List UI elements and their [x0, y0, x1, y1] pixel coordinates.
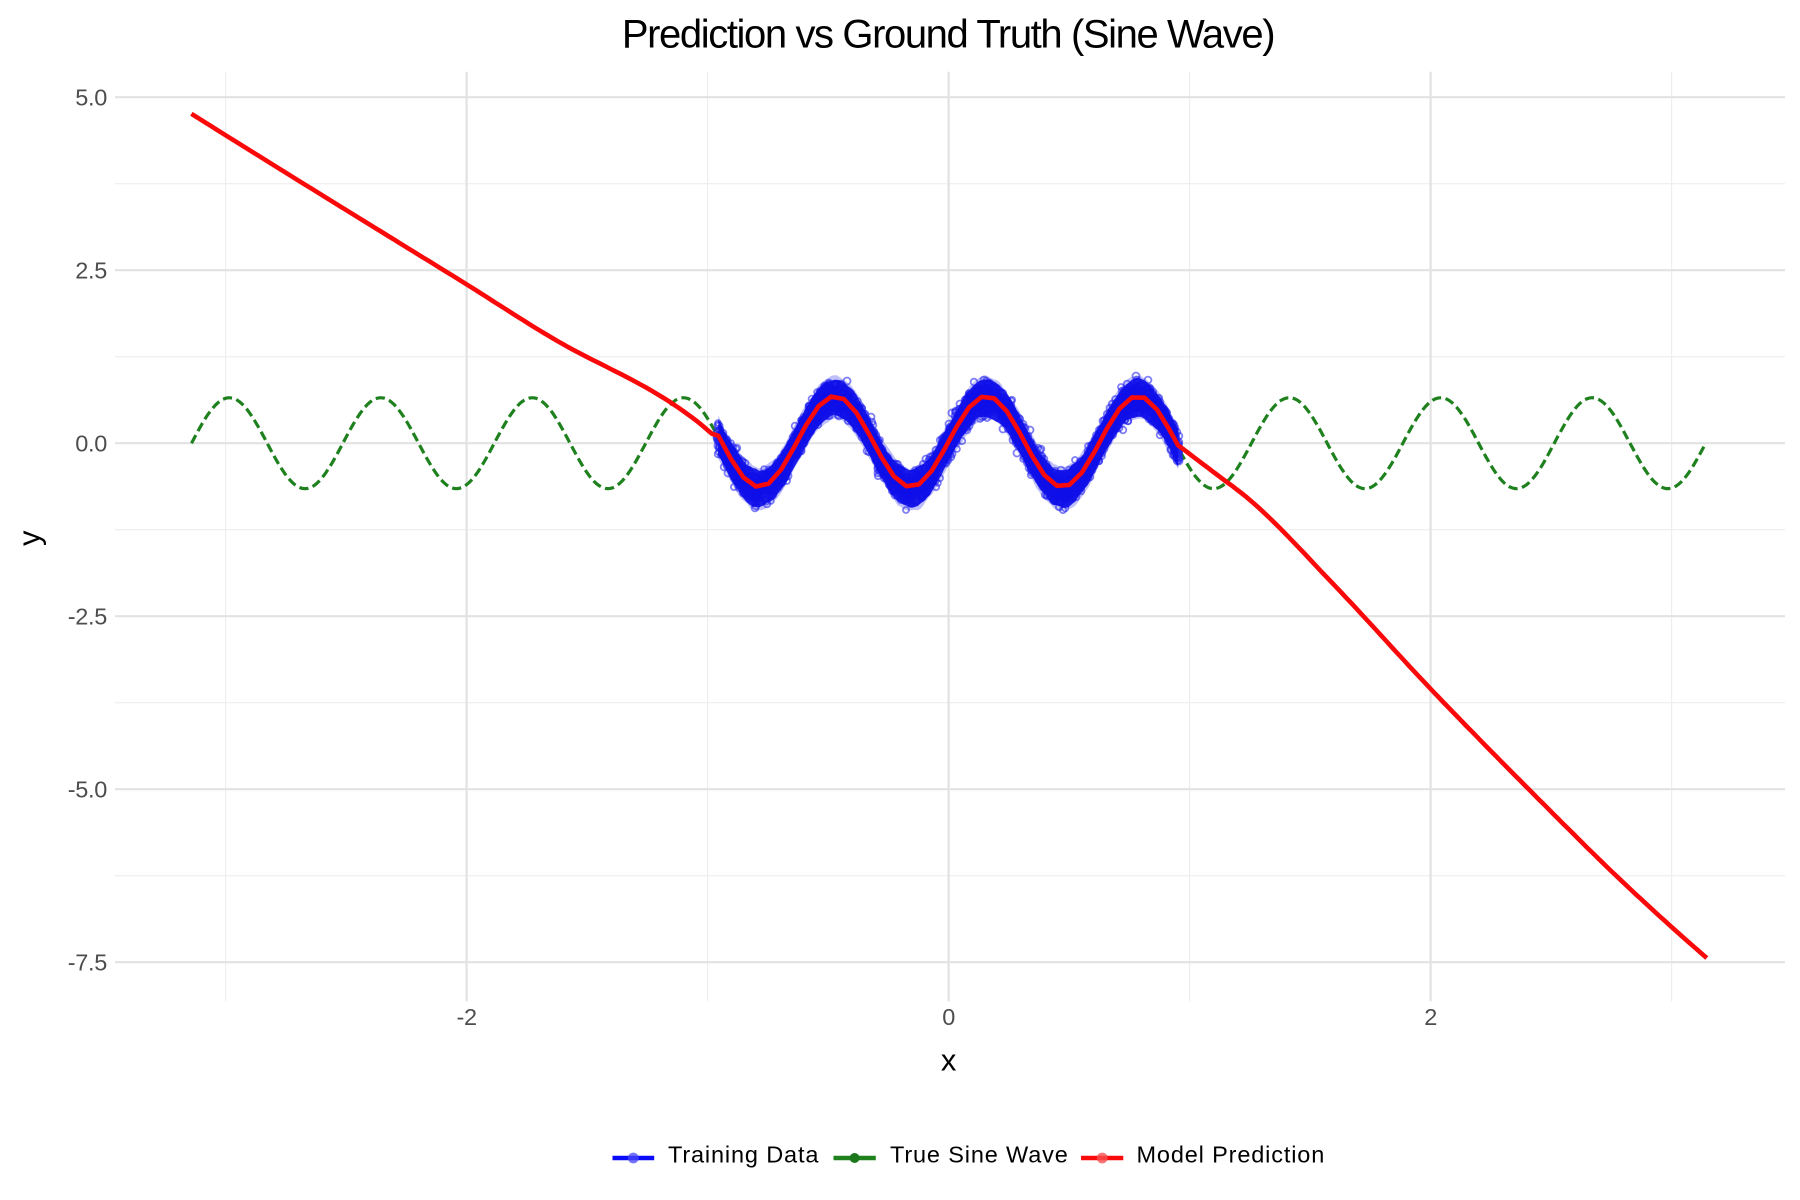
svg-text:2.5: 2.5 — [75, 258, 107, 284]
svg-text:x: x — [941, 1043, 957, 1078]
svg-text:True Sine Wave: True Sine Wave — [890, 1142, 1069, 1168]
svg-text:0: 0 — [942, 1004, 955, 1030]
svg-text:0.0: 0.0 — [75, 431, 107, 457]
svg-text:Training Data: Training Data — [668, 1142, 819, 1168]
svg-text:y: y — [12, 530, 47, 546]
svg-text:-7.5: -7.5 — [68, 950, 108, 976]
svg-text:Model Prediction: Model Prediction — [1137, 1142, 1326, 1168]
svg-text:-2.5: -2.5 — [68, 604, 108, 630]
svg-text:-5.0: -5.0 — [68, 777, 108, 803]
svg-text:Prediction vs Ground Truth (Si: Prediction vs Ground Truth (Sine Wave) — [622, 12, 1274, 56]
svg-text:5.0: 5.0 — [75, 85, 107, 111]
svg-text:-2: -2 — [456, 1004, 476, 1030]
svg-text:2: 2 — [1424, 1004, 1437, 1030]
